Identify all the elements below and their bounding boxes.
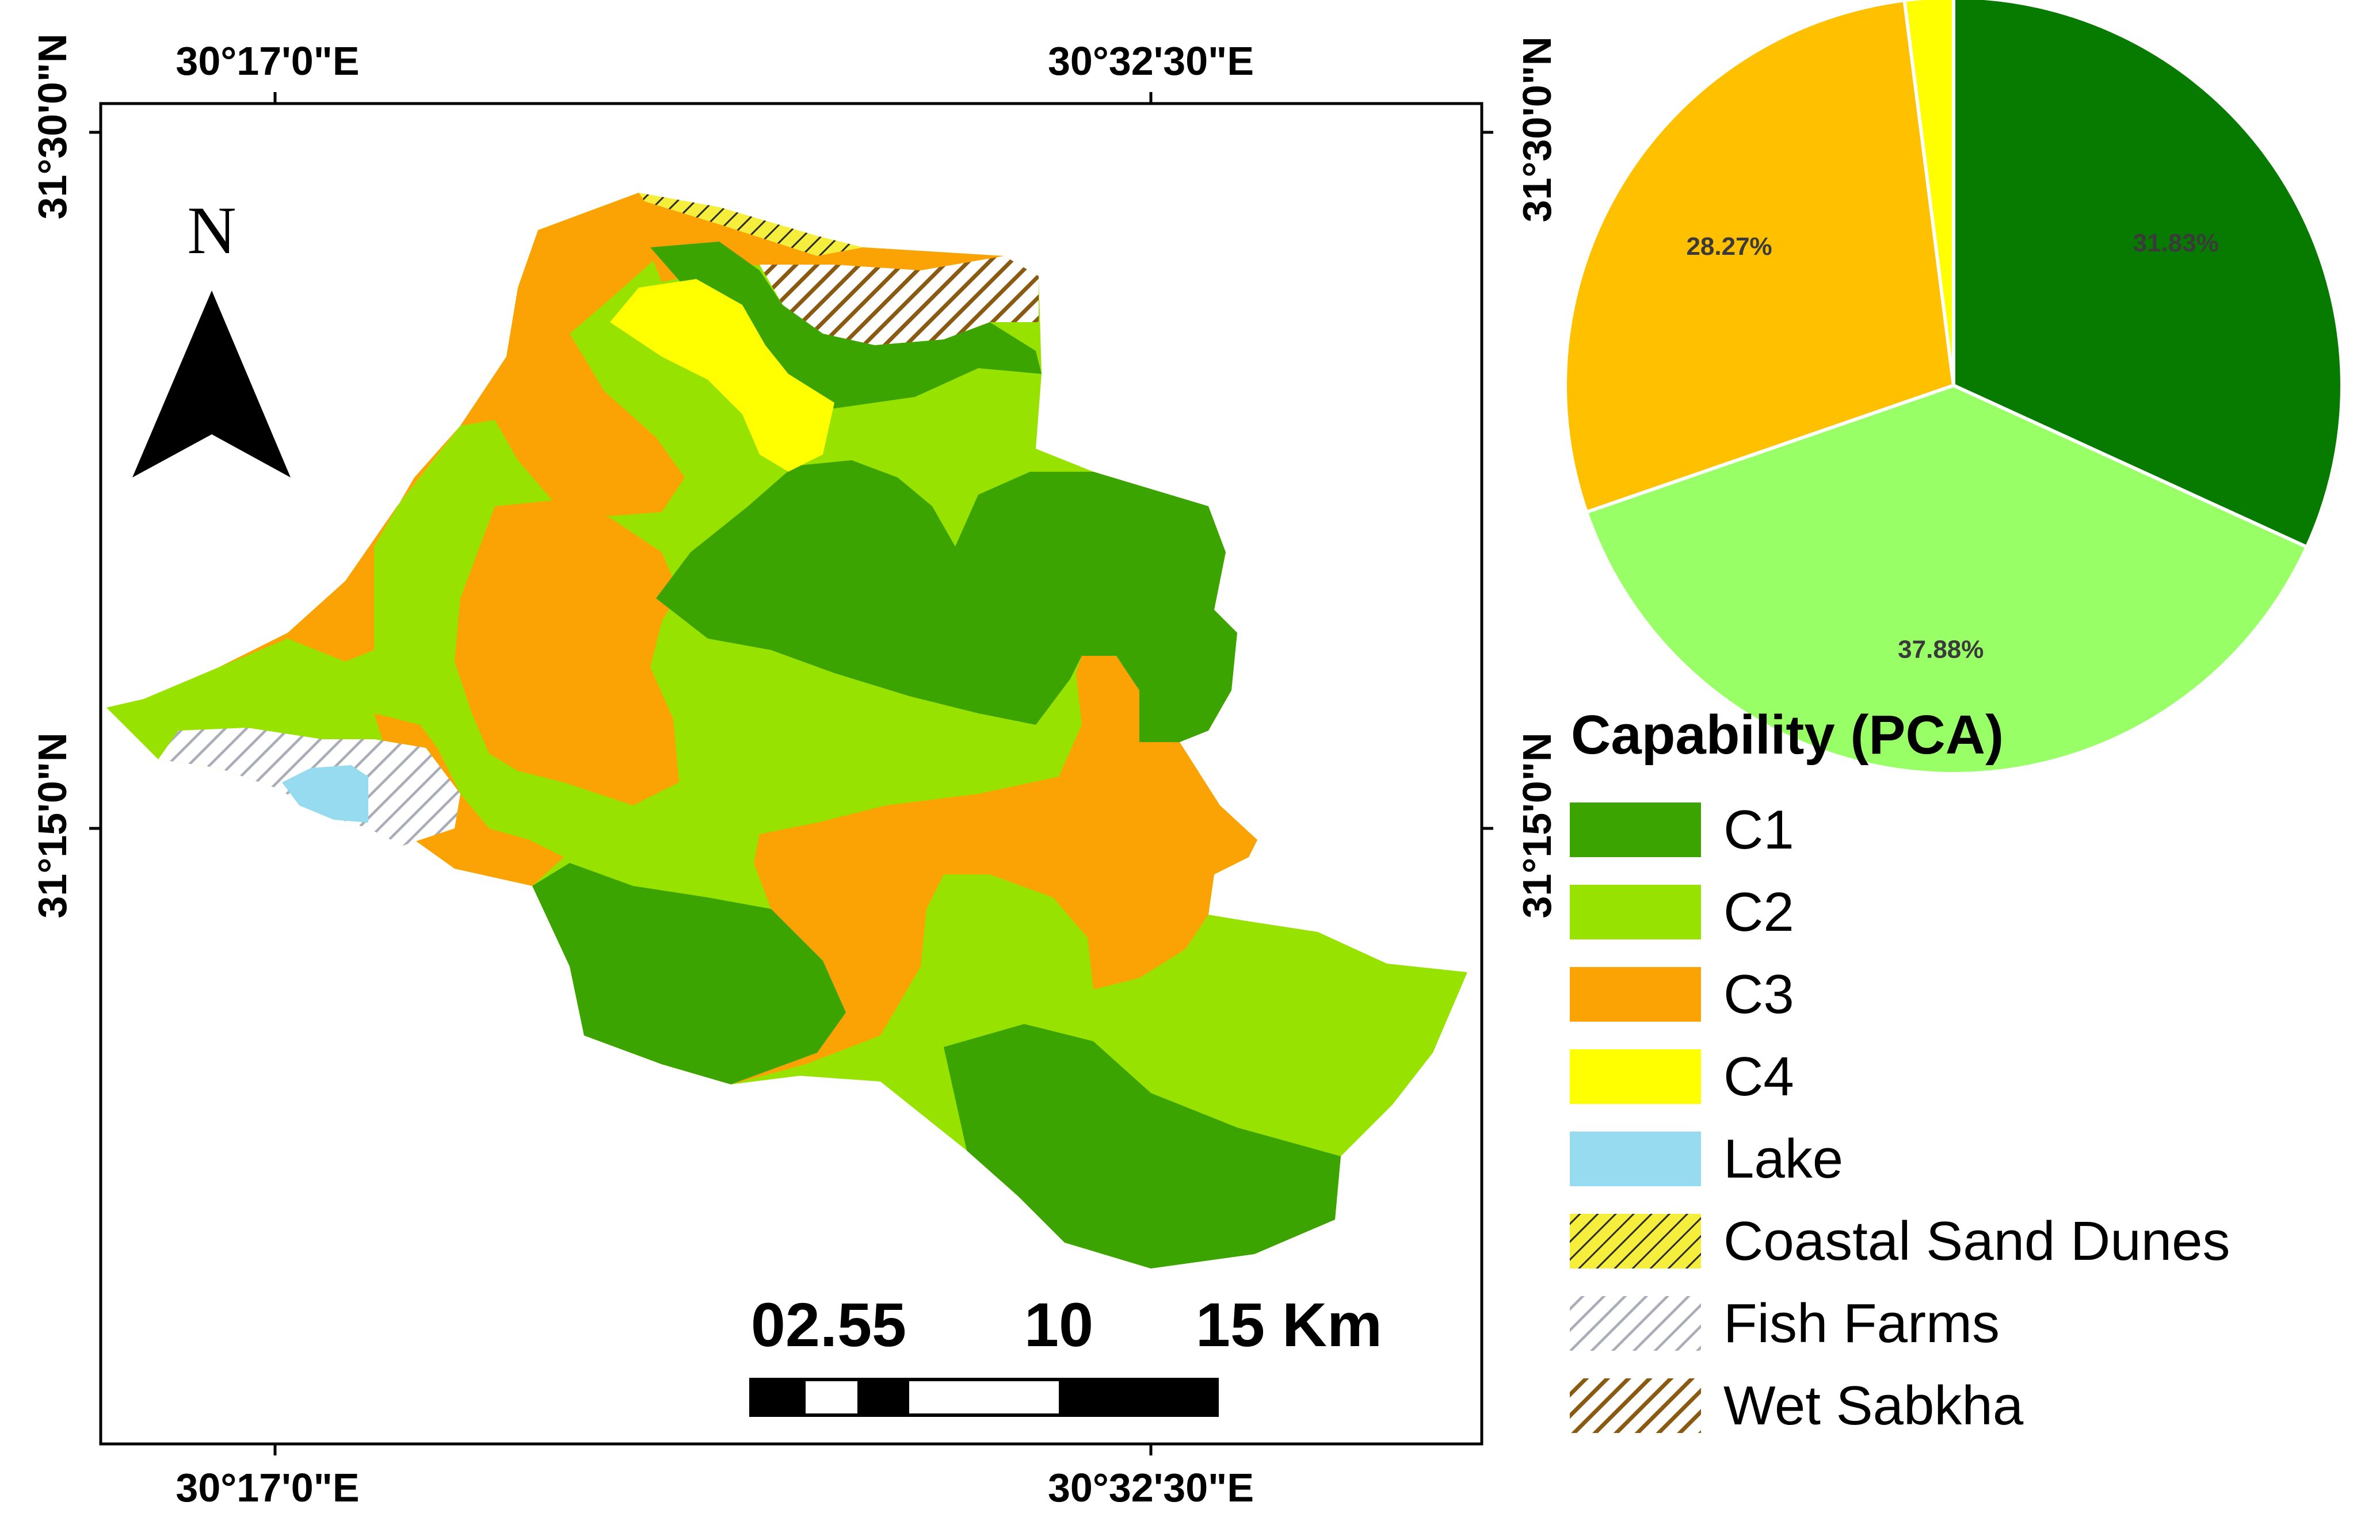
scale-label-0: 02.55 xyxy=(751,1290,906,1359)
top-coord-left: 30°17'0"E xyxy=(176,39,359,83)
north-arrow: N xyxy=(132,193,291,477)
map-area: N 02.55 10 15 Km xyxy=(106,193,1467,1417)
c1-zone-southwest xyxy=(532,863,846,1084)
legend-title: Capability (PCA) xyxy=(1571,704,2004,766)
legend-items: C1 C2 C3 C4 Lake Coastal Sand Dunes Fish Farms… xyxy=(1570,799,2230,1436)
c3-zone-central xyxy=(455,500,679,805)
legend-label-c2: C2 xyxy=(1723,881,1794,943)
north-arrow-icon xyxy=(132,291,291,477)
legend-label-wet-sabkha: Wet Sabkha xyxy=(1723,1375,2024,1436)
legend: Capability (PCA) C1 C2 C3 C4 Lake Coastal San… xyxy=(1570,704,2230,1436)
district-outline xyxy=(106,193,1467,1268)
pie-slice-0 xyxy=(1952,0,2344,549)
bottom-coord-left: 30°17'0"E xyxy=(176,1465,359,1510)
legend-swatch-coastal-sand-dunes xyxy=(1570,1214,1701,1268)
scale-bar: 02.55 10 15 Km xyxy=(749,1290,1382,1417)
right-coord-bottom: 31°15'0"N xyxy=(1515,732,1559,918)
legend-label-c4: C4 xyxy=(1723,1046,1794,1107)
c1-zone-southeast xyxy=(944,1024,1341,1268)
pie-slice-2 xyxy=(1563,0,1956,515)
legend-label-coastal-sand-dunes: Coastal Sand Dunes xyxy=(1723,1210,2230,1272)
bottom-coord-right: 30°32'30"E xyxy=(1048,1465,1254,1510)
legend-label-fish-farms: Fish Farms xyxy=(1723,1293,2000,1354)
lake xyxy=(282,765,368,823)
left-coord-top: 31°30'0"N xyxy=(30,33,75,219)
coordinate-ticks xyxy=(89,92,1493,1455)
coastal-sand-dunes-zone xyxy=(639,193,863,256)
pie-label-0: 31.83% xyxy=(2133,229,2219,257)
legend-swatch-c2 xyxy=(1570,885,1701,939)
left-coord-bottom: 31°15'0"N xyxy=(30,732,75,918)
legend-label-c3: C3 xyxy=(1723,964,1794,1025)
wet-sabkha-zone xyxy=(760,256,1039,345)
legend-swatch-c3 xyxy=(1570,967,1701,1022)
legend-swatch-c4 xyxy=(1570,1049,1701,1104)
c1-zone-north xyxy=(650,242,1042,408)
pie-label-2: 28.27% xyxy=(1686,232,1772,261)
c4-zone xyxy=(610,279,834,472)
scale-label-1: 10 xyxy=(1024,1290,1093,1359)
c3-zone-south xyxy=(714,656,1257,1084)
pie-chart: 31.83%37.88%28.27%2.02% xyxy=(1563,0,2344,776)
scale-label-2: 15 Km xyxy=(1196,1290,1382,1359)
legend-swatch-fish-farms xyxy=(1570,1296,1701,1351)
legend-label-lake: Lake xyxy=(1723,1128,1843,1190)
right-coord-top: 31°30'0"N xyxy=(1515,36,1559,222)
pie-slice-1 xyxy=(1584,383,2309,776)
pie-slice-3 xyxy=(1902,0,1955,386)
legend-label-c1: C1 xyxy=(1723,799,1794,861)
north-label: N xyxy=(187,193,236,268)
legend-swatch-c1 xyxy=(1570,803,1701,857)
legend-swatch-lake xyxy=(1570,1132,1701,1186)
c1-zone-central xyxy=(656,460,1237,742)
top-coord-right: 30°32'30"E xyxy=(1048,39,1254,83)
c3-zone-west xyxy=(219,193,719,667)
pie-label-1: 37.88% xyxy=(1898,635,1984,663)
legend-swatch-wet-sabkha xyxy=(1570,1378,1701,1433)
